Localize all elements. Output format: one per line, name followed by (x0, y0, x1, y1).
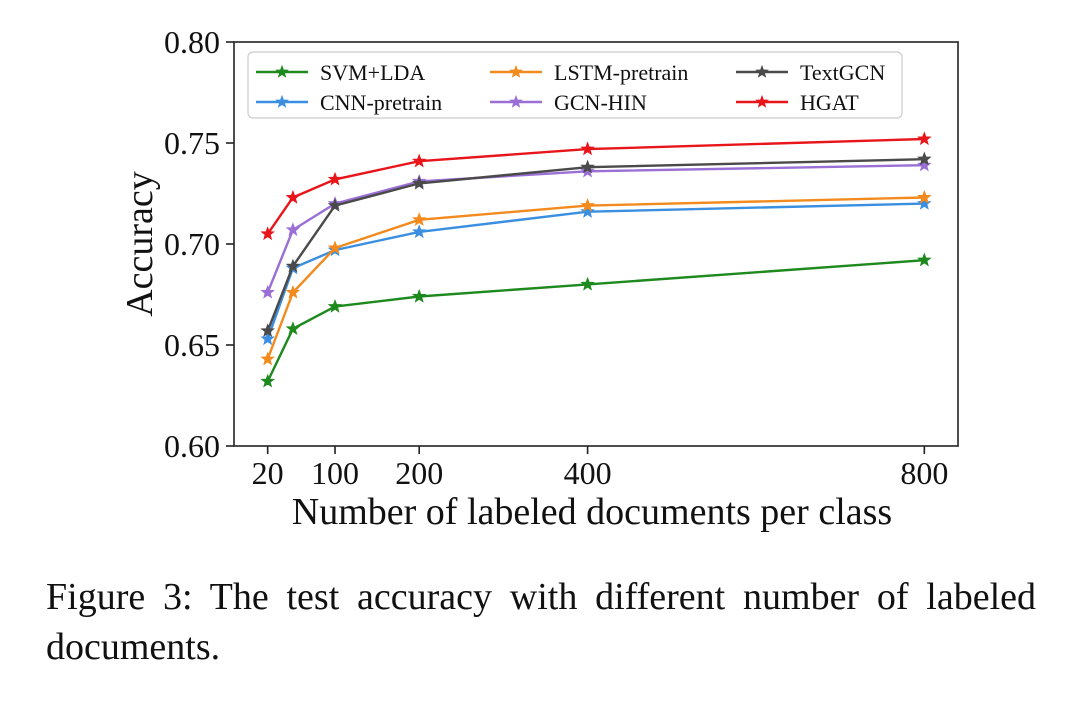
data-point (327, 197, 343, 212)
legend-item: HGAT (736, 90, 859, 115)
data-point (327, 171, 343, 186)
data-point (411, 212, 427, 226)
legend-marker (755, 64, 769, 78)
data-point (411, 288, 427, 303)
legend-item: CNN-pretrain (256, 90, 442, 115)
series-line (266, 202, 925, 340)
x-tick-label: 200 (395, 455, 443, 491)
data-point (260, 226, 275, 241)
x-tick-label: 400 (564, 455, 612, 491)
y-tick-label: 0.65 (164, 327, 220, 363)
data-point (917, 189, 932, 204)
data-point (285, 284, 301, 299)
series-line (266, 164, 925, 293)
series-line (266, 196, 925, 360)
data-point (411, 153, 427, 168)
data-point (580, 204, 595, 218)
legend-item: GCN-HIN (490, 90, 647, 115)
legend-label: GCN-HIN (554, 90, 647, 115)
data-point (580, 197, 595, 212)
data-point (917, 157, 932, 172)
legend-marker (509, 64, 523, 78)
legend-marker (275, 64, 289, 78)
data-point (580, 163, 595, 178)
data-point (260, 284, 275, 299)
series-line (266, 259, 925, 382)
series-line (266, 158, 925, 332)
legend-label: HGAT (800, 90, 859, 115)
series-cnn-pretrain (260, 195, 932, 346)
x-axis: 20 100 200 400 800 (252, 446, 948, 491)
x-tick-label: 800 (900, 455, 948, 491)
series-svm-lda (260, 252, 932, 388)
legend-label: TextGCN (800, 60, 885, 85)
y-axis: 0.60 0.65 0.70 0.75 0.80 (164, 24, 234, 464)
data-point (260, 323, 275, 338)
series-line (266, 137, 925, 235)
legend-item: SVM+LDA (256, 60, 425, 85)
legend-label: SVM+LDA (320, 60, 425, 85)
data-point (411, 175, 427, 190)
data-point (285, 258, 301, 273)
data-point (580, 276, 595, 291)
y-tick-label: 0.70 (164, 226, 220, 262)
data-point (327, 240, 343, 255)
legend: SVM+LDA LSTM-pretrain TextGCN CNN-pretrain G… (247, 51, 903, 119)
data-point (917, 195, 932, 210)
data-point (285, 321, 301, 336)
x-tick-label: 20 (252, 455, 284, 491)
data-point (580, 159, 595, 174)
data-point (260, 373, 275, 388)
data-point (285, 222, 301, 237)
data-point (327, 298, 343, 313)
data-point (917, 252, 932, 267)
data-point (917, 151, 932, 166)
data-point (285, 189, 301, 204)
series-layer (260, 131, 932, 388)
x-tick-label: 100 (311, 455, 359, 491)
legend-marker (755, 94, 769, 108)
series-lstm-pretrain (260, 189, 932, 366)
series-textgcn (260, 151, 932, 338)
figure-caption: Figure 3: The test accuracy with differe… (46, 576, 1036, 668)
y-tick-label: 0.75 (164, 125, 220, 161)
legend-label: CNN-pretrain (320, 90, 442, 115)
x-axis-label: Number of labeled documents per class (292, 491, 892, 533)
series-gcn-hin (260, 157, 932, 299)
legend-item: TextGCN (736, 60, 885, 85)
y-tick-label: 0.80 (164, 24, 220, 60)
data-point (917, 131, 932, 146)
line-chart: 0.60 0.65 0.70 0.75 0.80 20 100 200 400 800 SVM+… (119, 24, 959, 533)
legend-label: LSTM-pretrain (554, 60, 688, 85)
data-point (260, 331, 275, 346)
y-tick-label: 0.60 (164, 428, 220, 464)
legend-marker (509, 94, 523, 108)
y-axis-label: Accuracy (119, 171, 161, 317)
data-point (580, 141, 595, 156)
series-hgat (260, 131, 932, 241)
legend-item: LSTM-pretrain (490, 60, 688, 85)
data-point (411, 224, 427, 239)
data-point (260, 351, 275, 366)
legend-marker (275, 94, 289, 108)
